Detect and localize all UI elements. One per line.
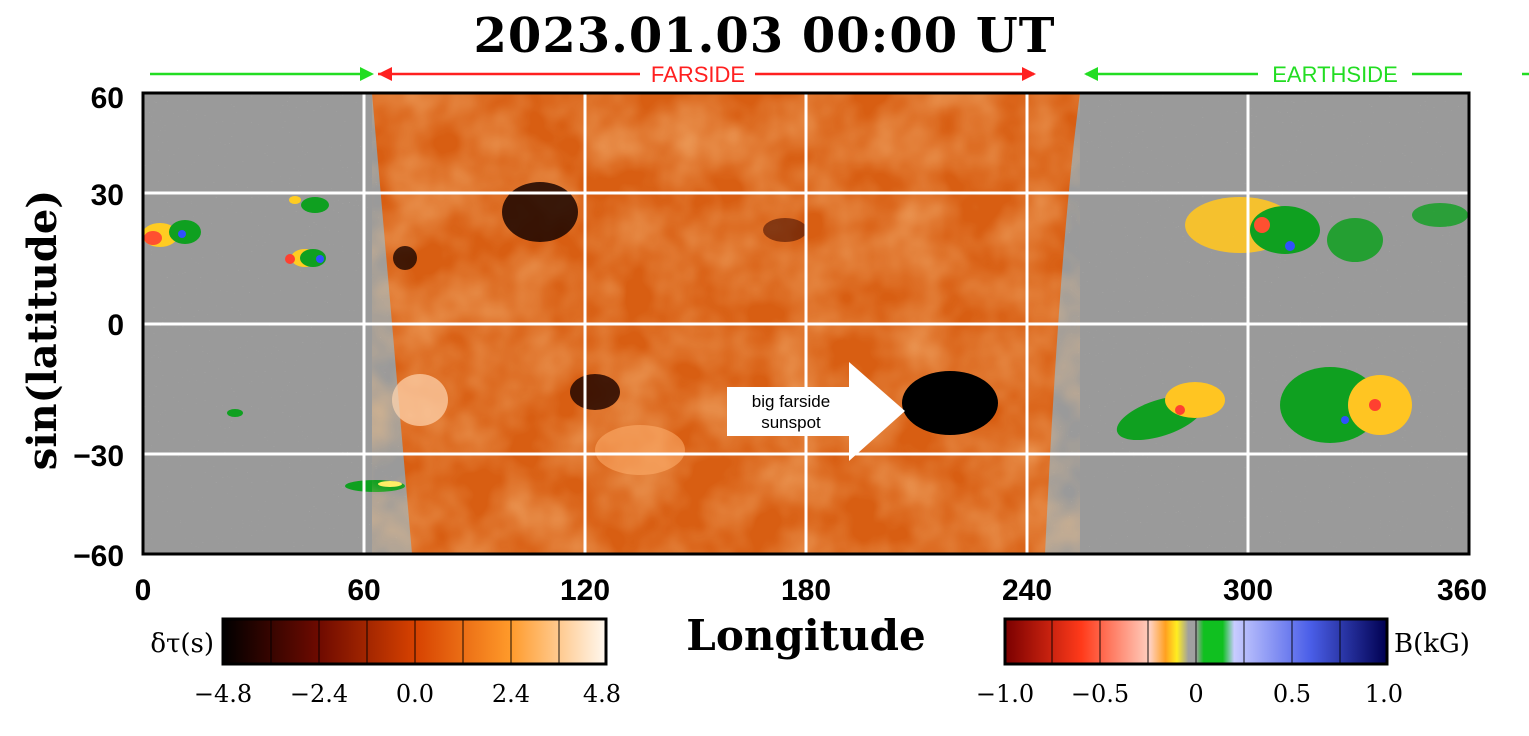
x-tick: 240	[1002, 574, 1052, 607]
plot-frame	[141, 91, 1471, 556]
sunspot-annotation: big farside sunspot	[727, 362, 905, 461]
farside-label: FARSIDE	[651, 62, 745, 87]
y-tick-labels: 60 30 0 −30 −60	[73, 82, 124, 573]
x-tick-labels: 0 60 120 180 240 300 360	[135, 574, 1487, 607]
y-tick: 60	[91, 82, 124, 115]
y-tick: −60	[73, 540, 124, 573]
right-colorbar: B(kG) −1.0 −0.5 0 0.5 1.0	[976, 617, 1470, 708]
y-axis-label: sin(latitude)	[19, 190, 66, 470]
left-colorbar-tick: 4.8	[583, 680, 621, 708]
y-tick: 30	[91, 179, 124, 212]
right-colorbar-tick: −0.5	[1071, 680, 1129, 708]
left-colorbar-tick: 2.4	[492, 680, 530, 708]
x-tick: 60	[347, 574, 380, 607]
y-tick: 0	[107, 309, 124, 342]
x-tick: 120	[560, 574, 610, 607]
grid-lines	[143, 93, 1469, 554]
left-colorbar-tick: −2.4	[290, 680, 348, 708]
annotation-line-2: sunspot	[761, 413, 821, 432]
earthside-label: EARTHSIDE	[1272, 62, 1398, 87]
left-colorbar-tick: 0.0	[396, 680, 434, 708]
x-tick: 300	[1223, 574, 1273, 607]
x-tick: 180	[781, 574, 831, 607]
right-active-regions	[1116, 197, 1468, 443]
right-colorbar-label: B(kG)	[1394, 629, 1470, 659]
left-colorbar: δτ(s) −4.8 −2.4 0.0 2.4 4.8	[150, 617, 621, 708]
x-tick: 0	[135, 574, 152, 607]
left-colorbar-tick: −4.8	[194, 680, 252, 708]
left-active-regions	[143, 196, 405, 492]
big-farside-sunspot	[902, 371, 998, 435]
x-tick: 360	[1437, 574, 1487, 607]
right-colorbar-tick: −1.0	[976, 680, 1034, 708]
band-arrows	[150, 67, 1529, 81]
map-title: 2023.01.03 00:00 UT	[473, 8, 1056, 64]
left-colorbar-label: δτ(s)	[150, 629, 214, 659]
annotation-line-1: big farside	[752, 392, 830, 411]
right-colorbar-tick: 0	[1188, 680, 1203, 708]
x-axis-label: Longitude	[686, 611, 925, 660]
right-colorbar-tick: 1.0	[1365, 680, 1403, 708]
y-tick: −30	[73, 440, 124, 473]
right-colorbar-tick: 0.5	[1273, 680, 1311, 708]
